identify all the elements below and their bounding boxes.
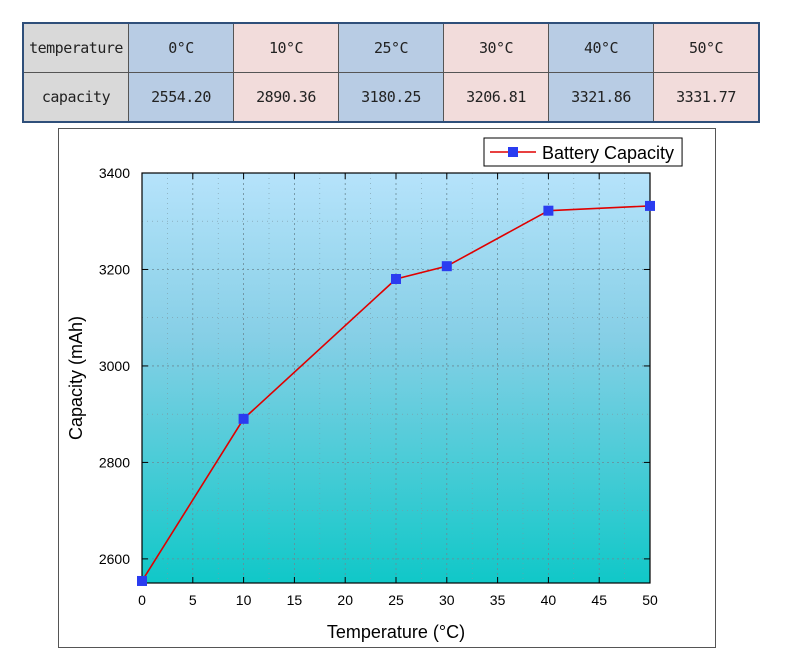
table-cell: 10°C	[233, 22, 339, 73]
table-cell: 25°C	[338, 22, 444, 73]
y-tick-label: 3200	[99, 261, 130, 277]
x-tick-label: 50	[642, 592, 658, 608]
data-point-marker	[137, 575, 147, 586]
x-axis-title: Temperature (°C)	[327, 622, 465, 642]
table-cell: 40°C	[548, 22, 654, 73]
x-tick-label: 45	[591, 592, 607, 608]
x-tick-label: 20	[337, 592, 353, 608]
table-cell: 2890.36	[233, 72, 339, 123]
table-cell: 50°C	[653, 22, 760, 73]
x-tick-label: 35	[490, 592, 506, 608]
table-cell: 3331.77	[653, 72, 760, 123]
table-cell: 2554.20	[128, 72, 234, 123]
axis-ticks: 0 5 10 15 20 25 30 35 40 45 50 2600 2800 3000 3200 3400	[99, 165, 658, 608]
data-point-marker	[543, 205, 554, 216]
data-point-marker	[441, 261, 452, 272]
y-tick-label: 3000	[99, 358, 130, 374]
table-row: temperature 0°C 10°C 25°C 30°C 40°C 50°C	[22, 22, 760, 73]
data-table: temperature 0°C 10°C 25°C 30°C 40°C 50°C…	[22, 22, 760, 123]
x-tick-label: 25	[388, 592, 404, 608]
x-tick-label: 10	[236, 592, 252, 608]
y-tick-label: 2800	[99, 454, 130, 470]
table-row: capacity 2554.20 2890.36 3180.25 3206.81…	[22, 72, 760, 123]
table-cell: 0°C	[128, 22, 234, 73]
series-group	[137, 200, 655, 586]
x-tick-label: 5	[189, 592, 197, 608]
table-cell: capacity	[22, 72, 129, 123]
table-cell: 3206.81	[443, 72, 549, 123]
data-point-marker	[238, 413, 249, 424]
y-tick-label: 2600	[99, 551, 130, 567]
table-cell: temperature	[22, 22, 129, 73]
data-point-marker	[391, 273, 401, 284]
x-tick-label: 30	[439, 592, 455, 608]
table-cell: 3321.86	[548, 72, 654, 123]
series-line	[141, 205, 651, 582]
x-tick-label: 15	[287, 592, 303, 608]
table-cell: 3180.25	[338, 72, 444, 123]
table-cell: 30°C	[443, 22, 549, 73]
legend-label: Battery Capacity	[542, 143, 674, 163]
legend-marker-swatch	[508, 147, 518, 157]
x-tick-label: 40	[541, 592, 557, 608]
y-tick-label: 3400	[99, 165, 130, 181]
y-axis-title: Capacity (mAh)	[66, 316, 86, 440]
legend: Battery Capacity	[483, 137, 683, 167]
x-tick-label: 0	[138, 592, 146, 608]
capacity-chart: 0 5 10 15 20 25 30 35 40 45 50 2600 2800 3000 3200 3400…	[66, 137, 683, 642]
data-point-marker	[645, 200, 655, 211]
grid-lines	[142, 173, 650, 583]
